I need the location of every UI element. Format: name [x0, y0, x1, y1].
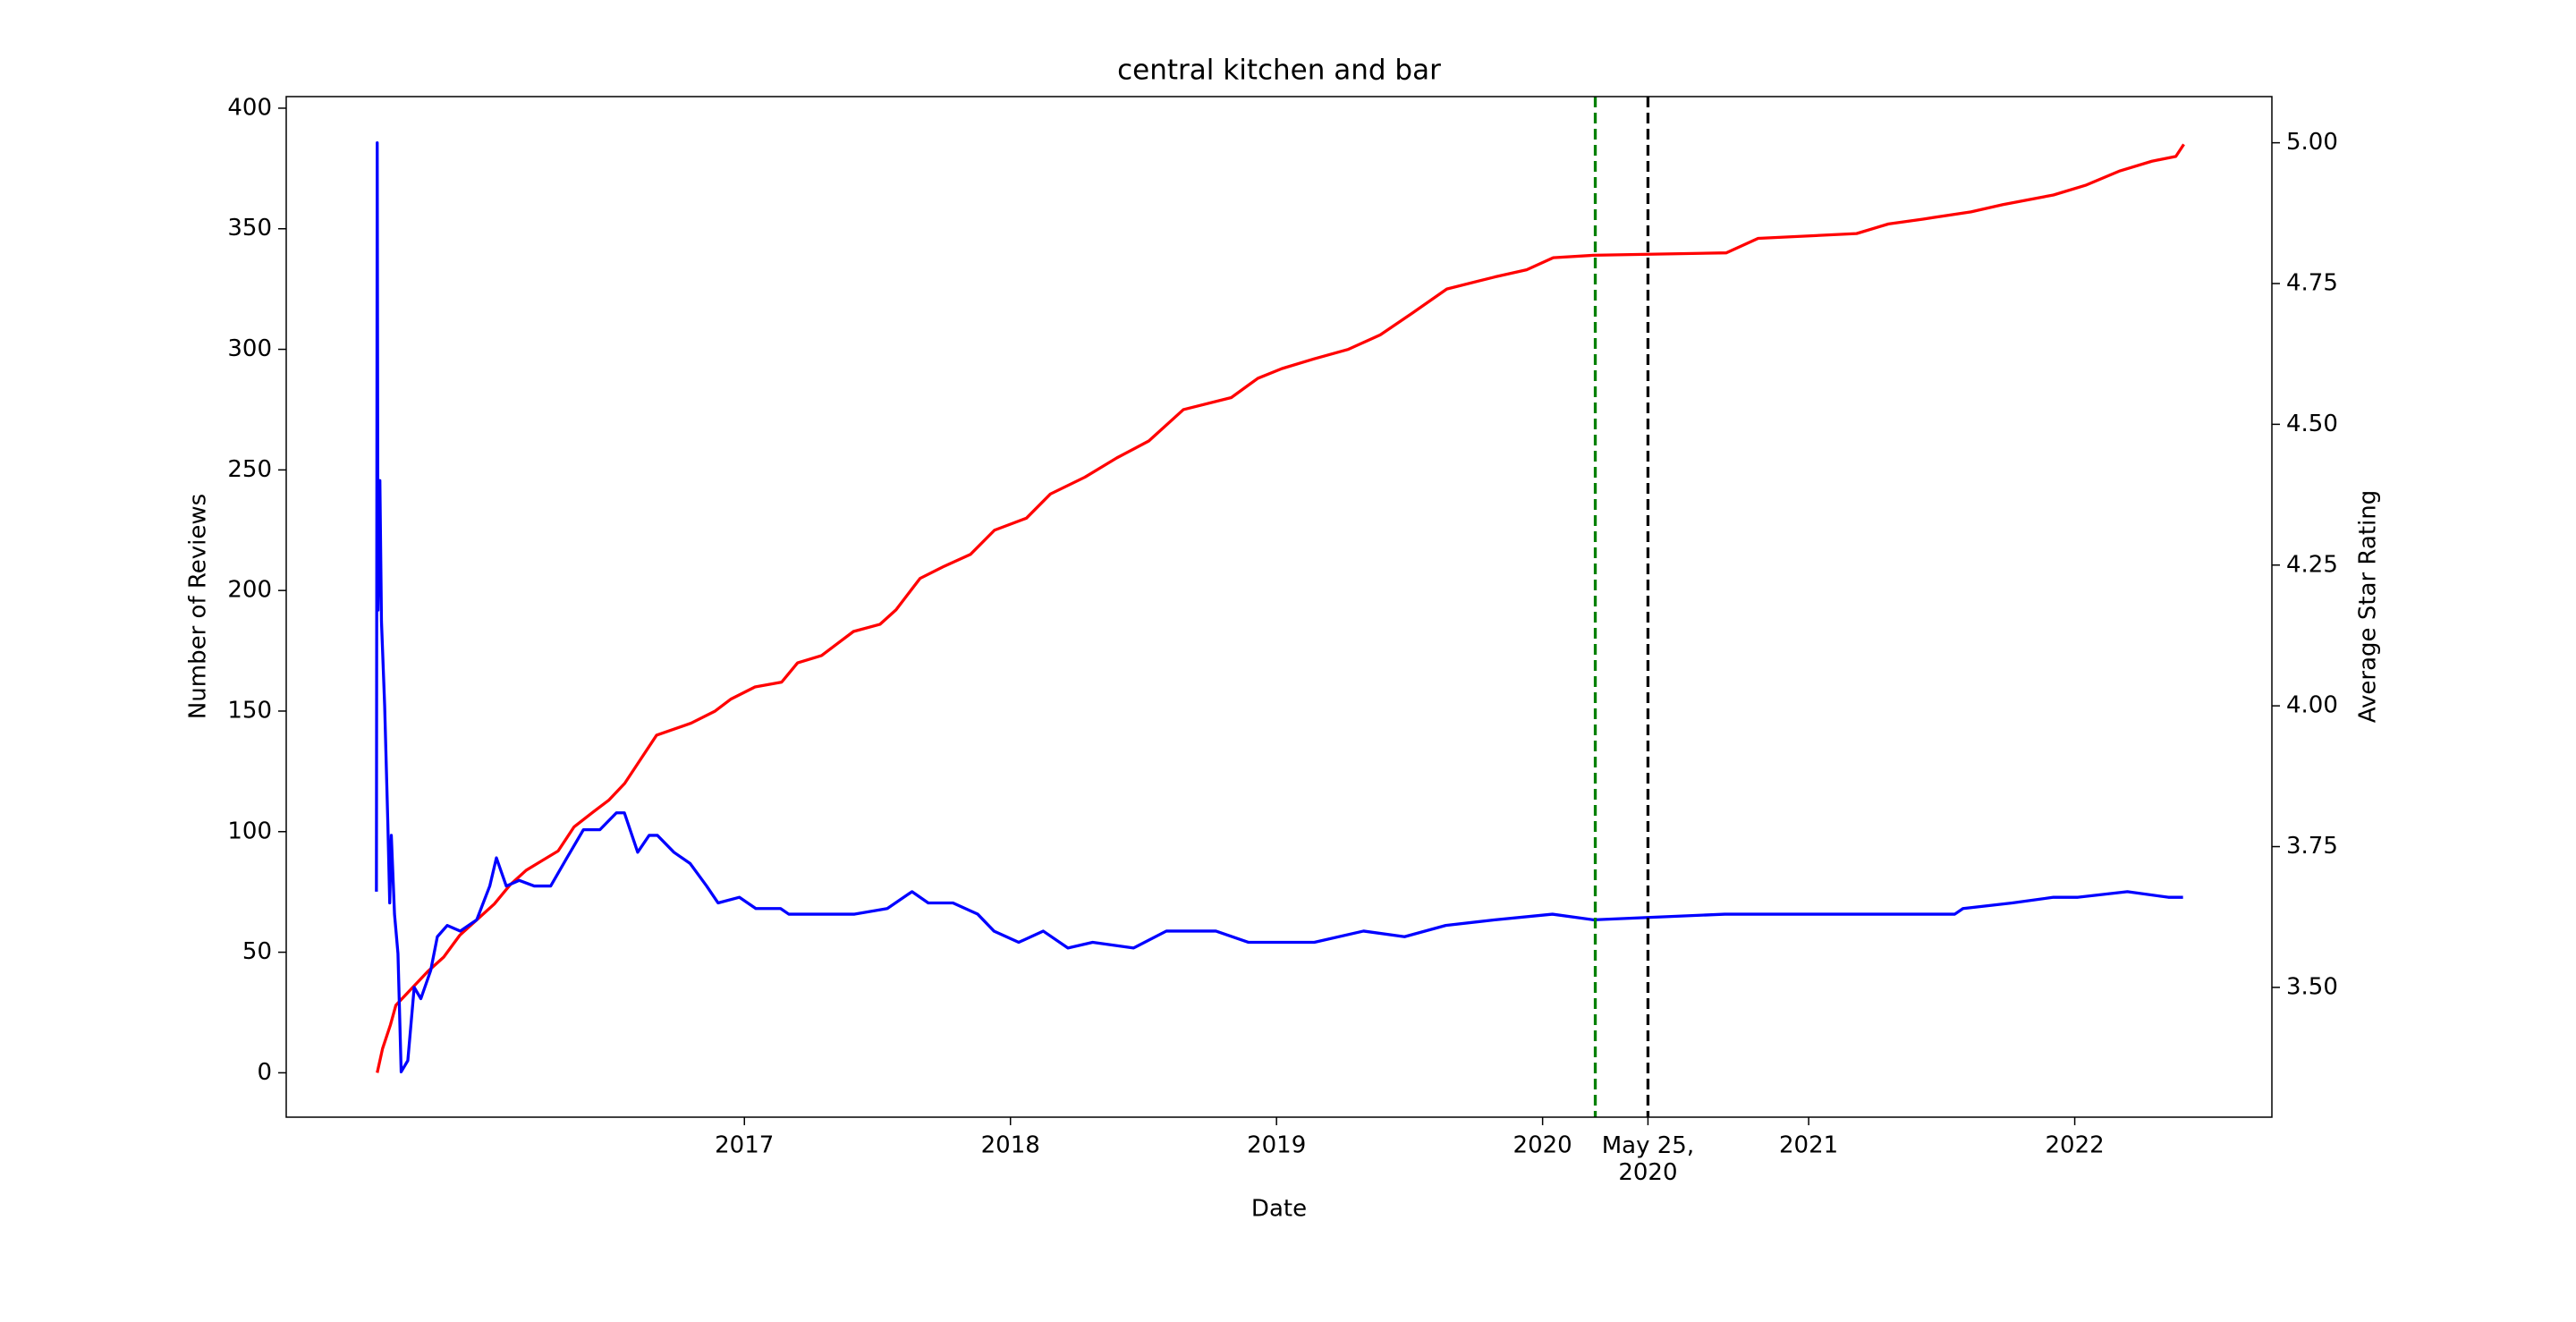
chart-title: central kitchen and bar	[1117, 55, 1441, 87]
y-tick-label: 250	[227, 456, 272, 483]
data-line	[376, 143, 2185, 1073]
y-tick-label: 400	[227, 94, 272, 121]
x-tick-label: 2019	[1247, 1132, 1306, 1159]
y-tick-label: 200	[227, 577, 272, 604]
y2-tick-label: 5.00	[2286, 129, 2338, 156]
x-tick-label: 2022	[2045, 1132, 2104, 1159]
data-line	[375, 140, 2183, 1073]
y2-axis-label: Average Star Rating	[2355, 490, 2382, 723]
y2-tick-label: 3.50	[2286, 973, 2338, 1000]
y2-tick-label: 4.25	[2286, 551, 2338, 578]
x-tick-label: 2017	[715, 1132, 774, 1159]
y-tick-label: 350	[227, 215, 272, 242]
x-tick-label: 2020	[1513, 1132, 1572, 1159]
y2-tick-label: 4.75	[2286, 269, 2338, 296]
y-tick-label: 100	[227, 818, 272, 844]
y-axis-label: Number of Reviews	[185, 494, 212, 719]
y2-tick-label: 3.75	[2286, 833, 2338, 860]
x-tick-label: May 25, 2020	[1602, 1132, 1694, 1186]
y2-tick-label: 4.50	[2286, 411, 2338, 437]
y-tick-label: 300	[227, 335, 272, 362]
y-tick-label: 50	[242, 938, 272, 965]
y2-tick-label: 4.00	[2286, 692, 2338, 719]
x-tick-label: 2018	[981, 1132, 1040, 1159]
plot-frame	[285, 96, 2273, 1118]
x-axis-label: Date	[1251, 1196, 1307, 1223]
x-tick-label: 2021	[1779, 1132, 1838, 1159]
y-tick-label: 150	[227, 697, 272, 724]
y-tick-label: 0	[257, 1059, 272, 1086]
